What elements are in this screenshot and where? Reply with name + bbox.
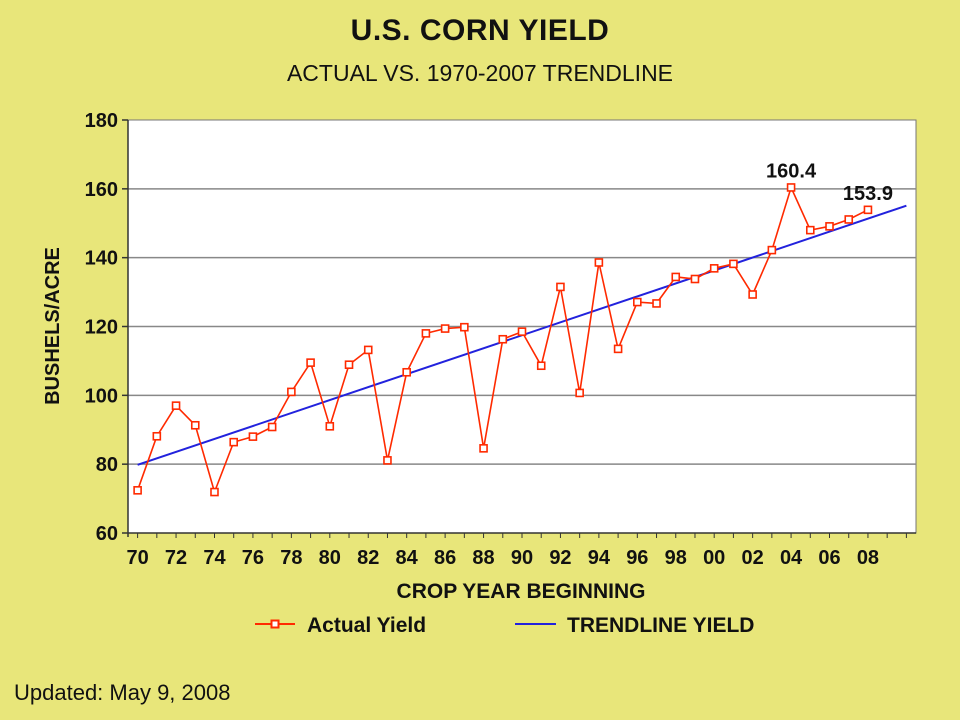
- x-tick-label: 74: [203, 547, 226, 569]
- x-tick-label: 02: [742, 547, 764, 569]
- x-tick-label: 04: [780, 547, 803, 569]
- y-tick-label: 60: [96, 523, 118, 545]
- actual-yield-point: [517, 327, 527, 336]
- actual-yield-point: [287, 387, 296, 397]
- actual-yield-point: [306, 358, 315, 367]
- x-tick-label: 90: [511, 547, 533, 569]
- gridlines: [128, 188, 916, 465]
- actual-yield-point: [229, 437, 239, 447]
- actual-yield-point: [402, 367, 411, 377]
- legend-actual-label: Actual Yield: [307, 614, 426, 637]
- x-tick-label: 84: [396, 547, 419, 569]
- actual-yield-point: [440, 324, 450, 333]
- actual-yield-point: [575, 388, 584, 398]
- actual-yield-point: [709, 264, 719, 273]
- y-tick-label: 180: [85, 110, 118, 132]
- x-tick-label: 92: [549, 547, 571, 569]
- y-tick-label: 140: [85, 248, 118, 270]
- actual-yield-point: [171, 401, 181, 410]
- actual-yield-point: [767, 245, 777, 255]
- actual-yield-point: [786, 183, 796, 192]
- y-ticks: 60 80 100 120 140 160 180: [85, 110, 128, 545]
- actual-yield-point: [383, 456, 392, 465]
- actual-yield-point: [133, 486, 142, 495]
- y-tick-label: 120: [85, 317, 118, 339]
- x-tick-label: 70: [126, 547, 148, 569]
- data-label: 160.4: [766, 160, 817, 182]
- actual-yield-point: [556, 282, 565, 292]
- actual-yield-point: [536, 361, 546, 371]
- actual-yield-point: [344, 360, 354, 370]
- x-tick-label: 86: [434, 547, 456, 569]
- actual-yield-point: [152, 431, 162, 441]
- x-tick-label: 76: [242, 547, 264, 569]
- y-tick-label: 80: [96, 454, 118, 476]
- actual-yield-point: [613, 344, 623, 354]
- chart-title: U.S. CORN YIELD: [350, 14, 610, 47]
- actual-yield-point: [671, 272, 681, 282]
- y-tick-label: 100: [85, 385, 118, 407]
- x-axis-label: CROP YEAR BEGINNING: [397, 580, 646, 603]
- actual-yield-point: [363, 345, 373, 355]
- annotations: 160.4 153.9: [766, 160, 893, 204]
- actual-yield-point: [748, 290, 757, 299]
- chart-subtitle: ACTUAL VS. 1970-2007 TRENDLINE: [286, 60, 674, 86]
- y-tick-label: 160: [85, 179, 118, 201]
- updated-date: Updated: May 9, 2008: [14, 680, 231, 705]
- actual-yield-point: [421, 329, 431, 338]
- x-tick-label: 08: [857, 547, 879, 569]
- x-tick-label: 98: [665, 547, 687, 569]
- x-ticks: 70 72 74 76 78 80 82 84 86 88 90 92 94 96 98 00 02 04 06 08: [126, 533, 907, 569]
- x-tick-label: 06: [818, 547, 840, 569]
- actual-yield-point: [498, 334, 508, 344]
- actual-yield-point: [729, 259, 738, 269]
- x-tick-label: 00: [703, 547, 725, 569]
- actual-yield-point: [325, 422, 335, 431]
- actual-yield-point: [190, 420, 200, 430]
- y-axis-label: BUSHELS/ACRE: [42, 247, 64, 405]
- actual-yield-point: [633, 297, 642, 307]
- actual-yield-point: [479, 444, 488, 453]
- actual-yield-point: [460, 322, 469, 332]
- x-tick-label: 78: [280, 547, 302, 569]
- actual-yield-point: [594, 258, 604, 267]
- x-tick-label: 88: [472, 547, 494, 569]
- data-label: 153.9: [843, 183, 893, 205]
- actual-yield-point: [690, 274, 700, 284]
- legend: Actual Yield TRENDLINE YIELD: [255, 614, 754, 637]
- legend-actual-marker: [270, 619, 280, 629]
- actual-yield-point: [652, 299, 661, 308]
- actual-yield-point: [248, 432, 258, 441]
- actual-yield-point: [825, 222, 834, 231]
- x-tick-label: 94: [588, 547, 611, 569]
- x-tick-label: 80: [319, 547, 341, 569]
- x-tick-label: 82: [357, 547, 379, 569]
- actual-yield-point: [210, 487, 219, 497]
- legend-trend-label: TRENDLINE YIELD: [567, 614, 754, 637]
- actual-yield-point: [805, 225, 815, 235]
- x-tick-label: 72: [165, 547, 187, 569]
- actual-yield-point: [863, 205, 873, 215]
- actual-yield-series: [133, 183, 873, 497]
- actual-yield-point: [844, 215, 854, 224]
- x-tick-label: 96: [626, 547, 648, 569]
- actual-yield-point: [267, 422, 277, 432]
